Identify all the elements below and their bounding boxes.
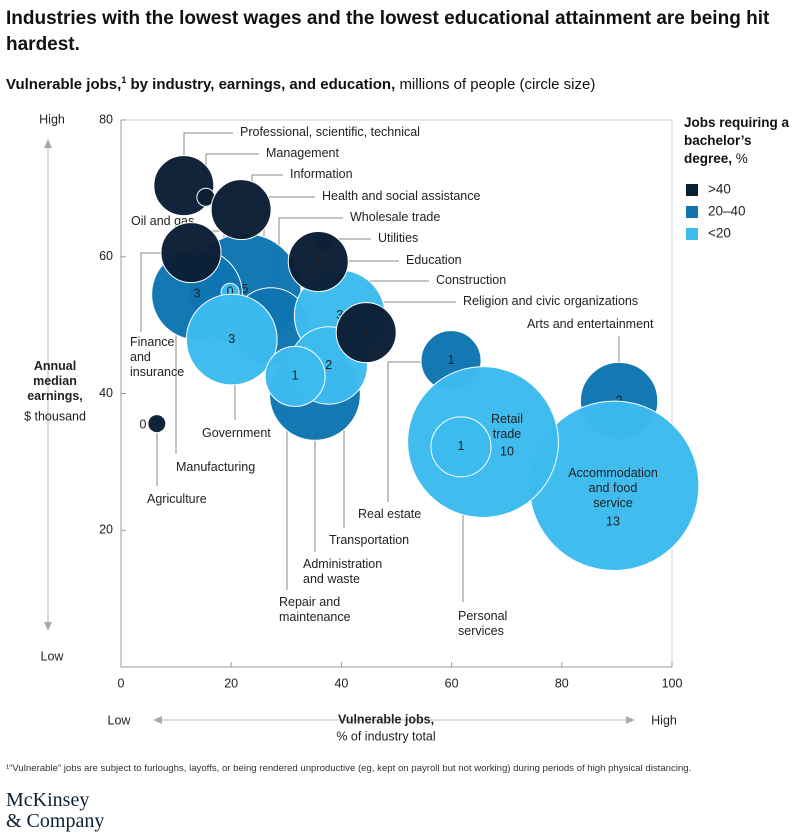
x-high: High xyxy=(651,713,677,727)
bubble xyxy=(210,179,272,241)
bubble-size-label: 1 xyxy=(188,245,195,259)
y-low: Low xyxy=(41,649,65,663)
industry-label: Repair and maintenance xyxy=(279,595,351,624)
bubble-label: Accommodation and food service xyxy=(568,466,658,510)
title: Industries with the lowest wages and the… xyxy=(6,8,770,55)
arrow-head xyxy=(44,139,52,148)
industry-label: Wholesale trade xyxy=(350,210,440,224)
legend-swatch xyxy=(686,184,698,196)
bubble-size-label: 13 xyxy=(606,514,620,528)
x-low: Low xyxy=(108,713,132,727)
leader-line xyxy=(387,361,421,502)
bubble-size-label: 10 xyxy=(500,444,514,458)
industry-label: Administration and waste xyxy=(303,557,382,586)
industry-label: Arts and entertainment xyxy=(527,317,654,331)
industry-label: Education xyxy=(406,253,462,267)
bubble xyxy=(147,414,167,434)
y-tick-label: 60 xyxy=(99,249,113,263)
x-axis-unit: % of industry total xyxy=(336,729,435,743)
bubble-size-label: 0 xyxy=(202,190,209,204)
industry-label: Utilities xyxy=(378,231,418,245)
legend-unit: % xyxy=(735,151,748,166)
industry-label: Finance and insurance xyxy=(130,335,184,379)
logo-line: McKinsey xyxy=(6,789,90,811)
bubble-size-label: 1 xyxy=(292,369,299,383)
bubble-size-label: 1 xyxy=(315,254,322,268)
bubble-size-label: 3 xyxy=(228,332,235,346)
leader-line xyxy=(183,132,233,157)
industry-label: Agriculture xyxy=(147,492,207,506)
bubble-size-label: 1 xyxy=(448,353,455,367)
subtitle-unit: millions of people (circle size) xyxy=(399,76,596,93)
legend-label: <20 xyxy=(708,226,731,241)
legend-label: 20–40 xyxy=(708,204,746,219)
legend-swatch xyxy=(686,228,698,240)
bubble-size-label: 1 xyxy=(180,178,187,192)
industry-label: Real estate xyxy=(358,507,421,521)
logo: McKinsey & Company xyxy=(6,790,104,832)
industry-label: Health and social assistance xyxy=(322,189,480,203)
legend-title-text: Jobs requiring a bachelor’s degree, xyxy=(684,115,790,166)
industry-label: Information xyxy=(290,167,353,181)
arrow-head xyxy=(44,622,52,631)
industry-label: Religion and civic organizations xyxy=(463,294,638,308)
x-tick-label: 20 xyxy=(224,676,238,690)
y-tick-label: 20 xyxy=(99,523,113,537)
bubble xyxy=(185,293,278,386)
industry-label: Management xyxy=(266,146,339,160)
x-tick-label: 100 xyxy=(662,676,683,690)
bubble xyxy=(287,231,349,293)
footnote-mark: 1 xyxy=(121,75,127,85)
bubble xyxy=(160,222,222,284)
legend-title: Jobs requiring a bachelor’s degree, % xyxy=(684,114,794,168)
bubble-label: Retail trade xyxy=(491,412,523,441)
x-tick-label: 0 xyxy=(118,676,125,690)
x-axis-label: Vulnerable jobs, xyxy=(338,712,434,726)
footnote: ¹“Vulnerable” jobs are subject to furlou… xyxy=(6,763,692,774)
x-tick-label: 60 xyxy=(445,676,459,690)
bubble xyxy=(264,345,326,407)
y-tick-label: 40 xyxy=(99,386,113,400)
legend-label: >40 xyxy=(708,182,731,197)
industry-label: Professional, scientific, technical xyxy=(240,125,420,139)
bubble-size-label: 1 xyxy=(238,202,245,216)
bubble-size-label: 1 xyxy=(457,439,464,453)
bubble-size-label: 2 xyxy=(616,393,623,407)
bubble xyxy=(335,302,397,364)
bubble-size-label: 3 xyxy=(336,308,343,322)
y-tick-label: 80 xyxy=(99,112,113,126)
subtitle-rest: by industry, earnings, and education, xyxy=(130,76,396,93)
industry-label: Manufacturing xyxy=(176,460,255,474)
subtitle-bold: Vulnerable jobs, xyxy=(6,76,122,93)
x-tick-label: 40 xyxy=(334,676,348,690)
legend-swatch xyxy=(686,206,698,218)
bubble-size-label: 5 xyxy=(241,282,248,296)
y-high: High xyxy=(39,112,65,126)
bubble-size-label: 1 xyxy=(363,325,370,339)
y-axis-unit: $ thousand xyxy=(24,409,86,423)
arrow-head xyxy=(626,716,635,724)
bubble-size-label: 3 xyxy=(194,287,201,301)
y-axis-label: Annual median earnings, xyxy=(27,359,83,403)
bubble-size-label: 2 xyxy=(325,358,332,372)
bubble xyxy=(430,416,492,478)
bubble-size-label: 0 xyxy=(227,285,234,299)
industry-label: Construction xyxy=(436,273,506,287)
industry-label: Oil and gas xyxy=(131,214,194,228)
bubble-size-label: 0 xyxy=(140,417,147,431)
industry-label: Government xyxy=(202,426,271,440)
arrow-head xyxy=(153,716,162,724)
x-tick-label: 80 xyxy=(555,676,569,690)
subtitle: Vulnerable jobs,1 by industry, earnings,… xyxy=(6,75,595,93)
industry-label: Transportation xyxy=(329,533,409,547)
leader-line xyxy=(263,196,315,236)
logo-line: & Company xyxy=(6,810,105,832)
industry-label: Personal services xyxy=(458,609,507,638)
